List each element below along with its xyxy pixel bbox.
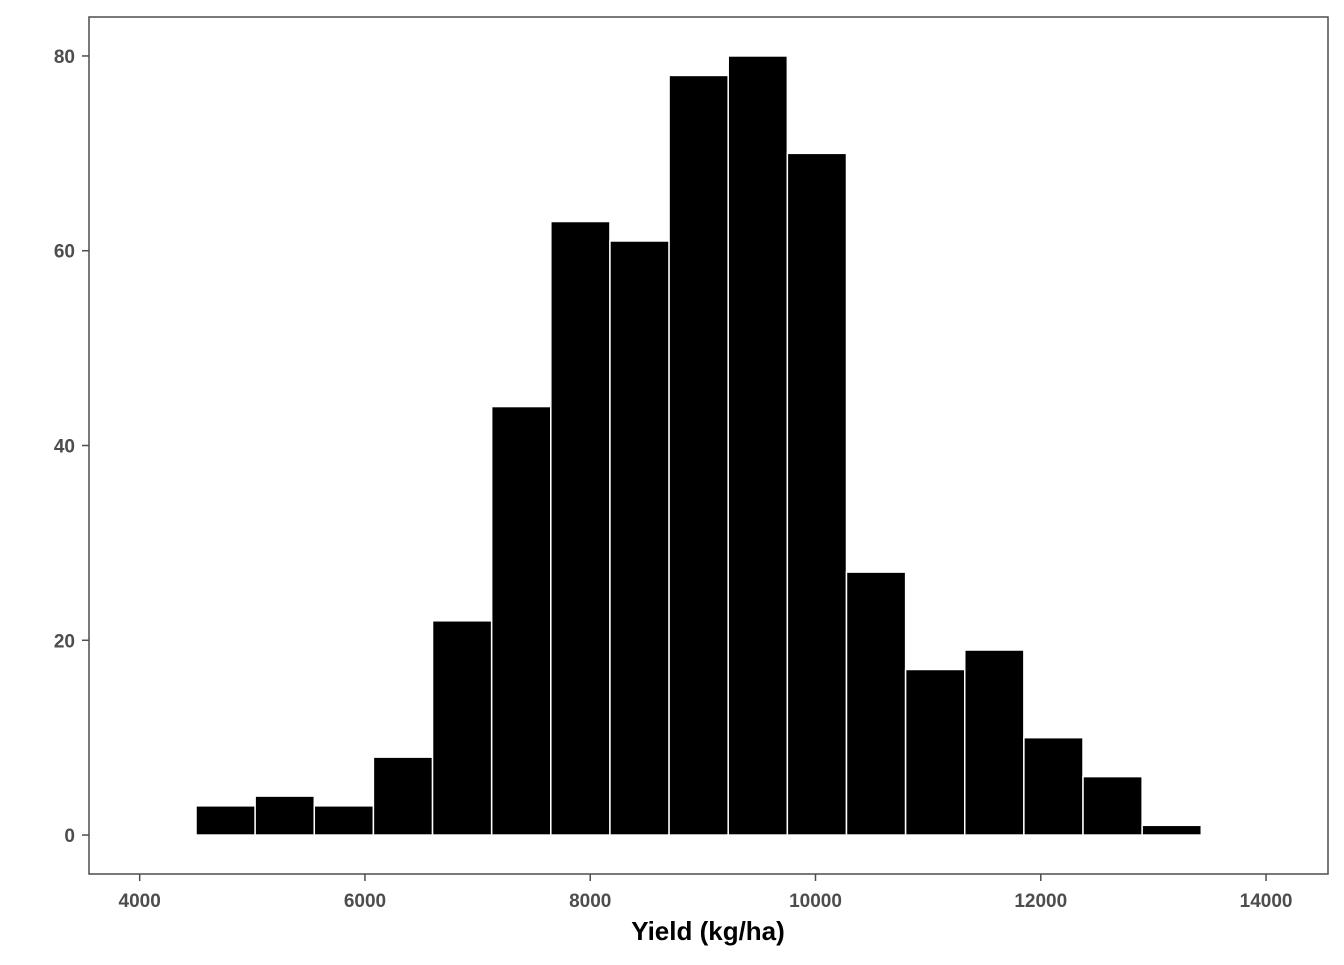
x-tick-label: 14000 [1240, 891, 1293, 912]
histogram-bar [1141, 824, 1203, 836]
histogram-bar [786, 152, 848, 836]
x-axis-title: Yield (kg/ha) [631, 916, 785, 946]
histogram-bar [904, 668, 966, 836]
y-tick-label: 0 [64, 826, 75, 847]
histogram-bar [313, 805, 375, 836]
y-tick-label: 80 [54, 47, 75, 68]
histogram-bar [372, 756, 434, 836]
x-tick-label: 10000 [789, 891, 842, 912]
histogram-bar [609, 240, 670, 836]
x-tick-label: 4000 [119, 891, 161, 912]
y-tick-label: 60 [54, 242, 75, 263]
y-tick-label: 40 [54, 437, 75, 458]
histogram-bar [431, 620, 493, 836]
histogram-bar [727, 55, 789, 836]
x-tick-label: 8000 [569, 891, 611, 912]
histogram-bar [490, 405, 552, 836]
histogram-bar [845, 571, 907, 836]
histogram-bar [963, 649, 1025, 836]
x-tick-label: 6000 [344, 891, 386, 912]
histogram-bar [1023, 736, 1084, 836]
x-axis: 4000 6000 8000 10000 12000 14000 [119, 874, 1293, 912]
y-tick-label: 20 [54, 631, 75, 652]
bars-layer [195, 55, 1203, 836]
histogram-bar [668, 74, 729, 836]
histogram-bar [1082, 775, 1143, 836]
histogram-bar [195, 805, 256, 836]
histogram-bar [550, 220, 611, 836]
y-axis: 0 20 40 60 80 [54, 47, 89, 847]
histogram-bar [254, 795, 316, 836]
x-tick-label: 12000 [1014, 891, 1067, 912]
